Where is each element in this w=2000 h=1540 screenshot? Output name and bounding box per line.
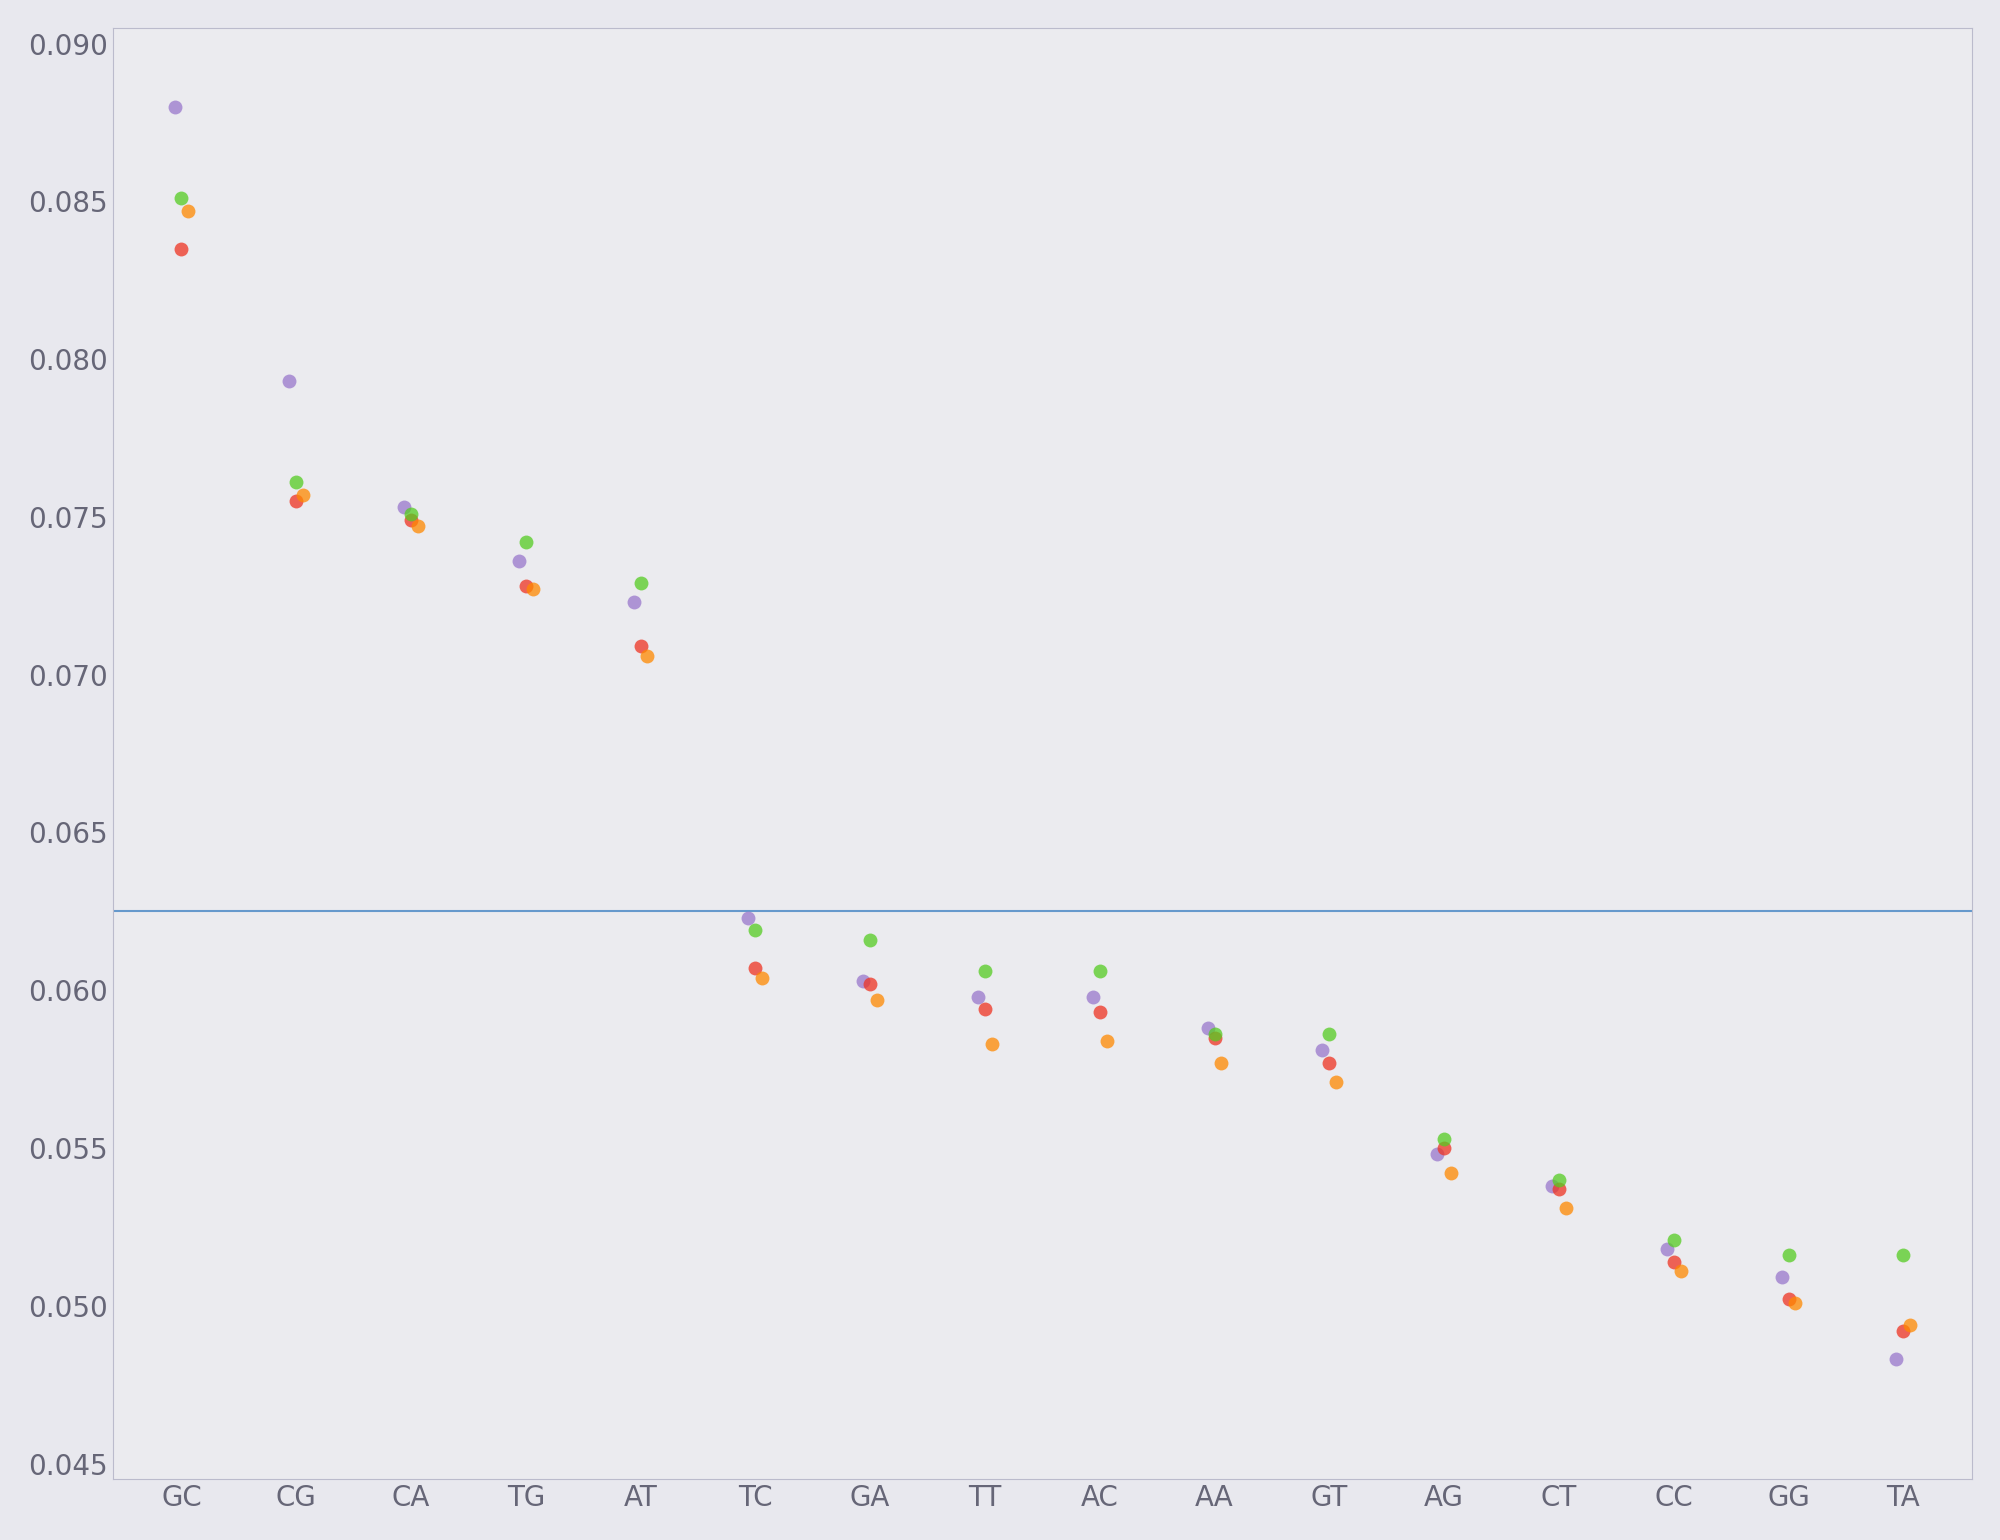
Point xyxy=(1084,959,1116,984)
Point xyxy=(1192,1016,1224,1041)
Point xyxy=(1422,1143,1454,1167)
Point xyxy=(516,578,548,602)
Point xyxy=(394,502,426,527)
Point xyxy=(288,482,320,507)
Point xyxy=(1542,1167,1574,1192)
Point xyxy=(1314,1023,1346,1047)
Point xyxy=(280,470,312,494)
Point xyxy=(1320,1069,1352,1093)
Point xyxy=(166,236,198,260)
Point xyxy=(510,530,542,554)
Point xyxy=(1436,1161,1468,1186)
Point xyxy=(968,996,1000,1021)
Point xyxy=(1084,999,1116,1024)
Point xyxy=(502,548,534,573)
Point xyxy=(1664,1258,1696,1283)
Point xyxy=(854,927,886,952)
Point xyxy=(962,984,994,1009)
Point xyxy=(1888,1318,1920,1343)
Point xyxy=(854,972,886,996)
Point xyxy=(1428,1135,1460,1160)
Point xyxy=(1658,1227,1690,1252)
Point xyxy=(1314,1050,1346,1075)
Point xyxy=(1076,984,1108,1009)
Point xyxy=(1198,1023,1230,1047)
Point xyxy=(394,508,426,533)
Point xyxy=(158,94,190,119)
Point xyxy=(1772,1287,1804,1312)
Point xyxy=(1880,1348,1912,1372)
Point xyxy=(510,574,542,599)
Point xyxy=(740,918,772,942)
Point xyxy=(862,987,894,1012)
Point xyxy=(624,571,656,596)
Point xyxy=(848,969,880,993)
Point xyxy=(1772,1243,1804,1267)
Point xyxy=(1428,1126,1460,1150)
Point xyxy=(1780,1291,1812,1315)
Point xyxy=(1650,1237,1682,1261)
Point xyxy=(1198,1026,1230,1050)
Point xyxy=(976,1032,1008,1056)
Point xyxy=(1888,1243,1920,1267)
Point xyxy=(402,514,434,539)
Point xyxy=(1536,1173,1568,1198)
Point xyxy=(618,590,650,614)
Point xyxy=(1542,1177,1574,1201)
Point xyxy=(746,966,778,990)
Point xyxy=(1766,1264,1798,1289)
Point xyxy=(1306,1038,1338,1063)
Point xyxy=(1206,1050,1238,1075)
Point xyxy=(1658,1249,1690,1274)
Point xyxy=(740,956,772,981)
Point xyxy=(968,959,1000,984)
Point xyxy=(274,370,306,394)
Point xyxy=(388,496,420,521)
Point xyxy=(1090,1029,1122,1053)
Point xyxy=(632,644,664,668)
Point xyxy=(280,488,312,513)
Point xyxy=(172,199,204,223)
Point xyxy=(1550,1195,1582,1220)
Point xyxy=(732,906,764,930)
Point xyxy=(166,186,198,211)
Point xyxy=(624,634,656,659)
Point xyxy=(1894,1312,1926,1337)
